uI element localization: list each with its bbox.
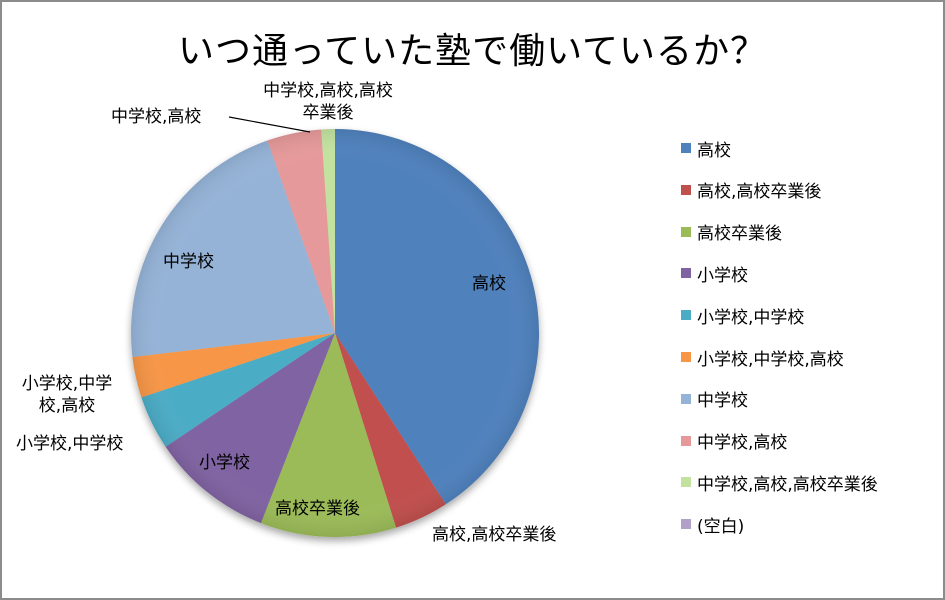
legend-item: 中学校 [681, 388, 748, 412]
legend-item: 小学校 [681, 262, 748, 286]
label-sho-chu-kou: 小学校,中学 校,高校 [12, 373, 122, 417]
label-sho-chu-kou-line1: 小学校,中学 [21, 374, 113, 394]
legend-item: 高校卒業後 [681, 221, 782, 245]
label-sho-chu-kou-line2: 校,高校 [38, 396, 96, 416]
pie-shading [131, 129, 539, 537]
legend-label: 中学校 [697, 391, 748, 412]
label-chugakkou: 中学校 [163, 252, 214, 272]
legend-swatch-icon [681, 477, 691, 488]
legend-item: 小学校,中学校,高校 [681, 346, 844, 370]
label-chu-kou-sotsu: 中学校,高校,高校 卒業後 [248, 80, 408, 124]
legend-swatch-icon [681, 435, 691, 446]
legend-item: 中学校,高校 [681, 430, 788, 454]
legend-label: 小学校 [697, 265, 748, 286]
legend-label: 高校,高校卒業後 [697, 182, 822, 203]
legend-label: 中学校,高校,高校卒業後 [697, 474, 878, 495]
legend-swatch-icon [681, 184, 691, 195]
legend-swatch-icon [681, 226, 691, 237]
legend-label: 小学校,中学校,高校 [697, 349, 844, 370]
label-chu-kou: 中学校,高校 [111, 107, 202, 127]
legend-item: 中学校,高校,高校卒業後 [681, 471, 878, 495]
legend-label: 高校 [697, 140, 731, 161]
legend-swatch-icon [681, 352, 691, 362]
label-chu-kou-sotsu-line2: 卒業後 [302, 103, 354, 123]
label-koukou: 高校 [472, 274, 506, 294]
leader-line [228, 116, 311, 133]
label-chu-kou-sotsu-line1: 中学校,高校,高校 [263, 81, 393, 101]
label-sho-chu: 小学校,中学校 [16, 434, 124, 454]
legend-swatch-icon [681, 519, 691, 530]
label-sotsugyougo: 高校卒業後 [275, 499, 360, 519]
legend-swatch-icon [681, 143, 691, 153]
legend-item: 高校 [681, 137, 731, 161]
chart-title: いつ通っていた塾で働いているか？ [177, 31, 768, 72]
label-koukou-sotsugyougo-combo: 高校,高校卒業後 [432, 525, 557, 545]
label-shougakkou: 小学校 [199, 453, 250, 473]
legend-item: (空白) [681, 513, 745, 537]
legend-swatch-icon [681, 310, 691, 321]
legend-label: 小学校,中学校 [697, 307, 805, 328]
legend-swatch-icon [681, 268, 691, 279]
legend-swatch-icon [681, 393, 691, 404]
legend-item: 高校,高校卒業後 [681, 179, 822, 203]
legend-label: 中学校,高校 [697, 433, 788, 454]
legend-label: (空白) [697, 516, 745, 537]
legend-label: 高校卒業後 [697, 224, 782, 245]
legend-item: 小学校,中学校 [681, 304, 805, 328]
